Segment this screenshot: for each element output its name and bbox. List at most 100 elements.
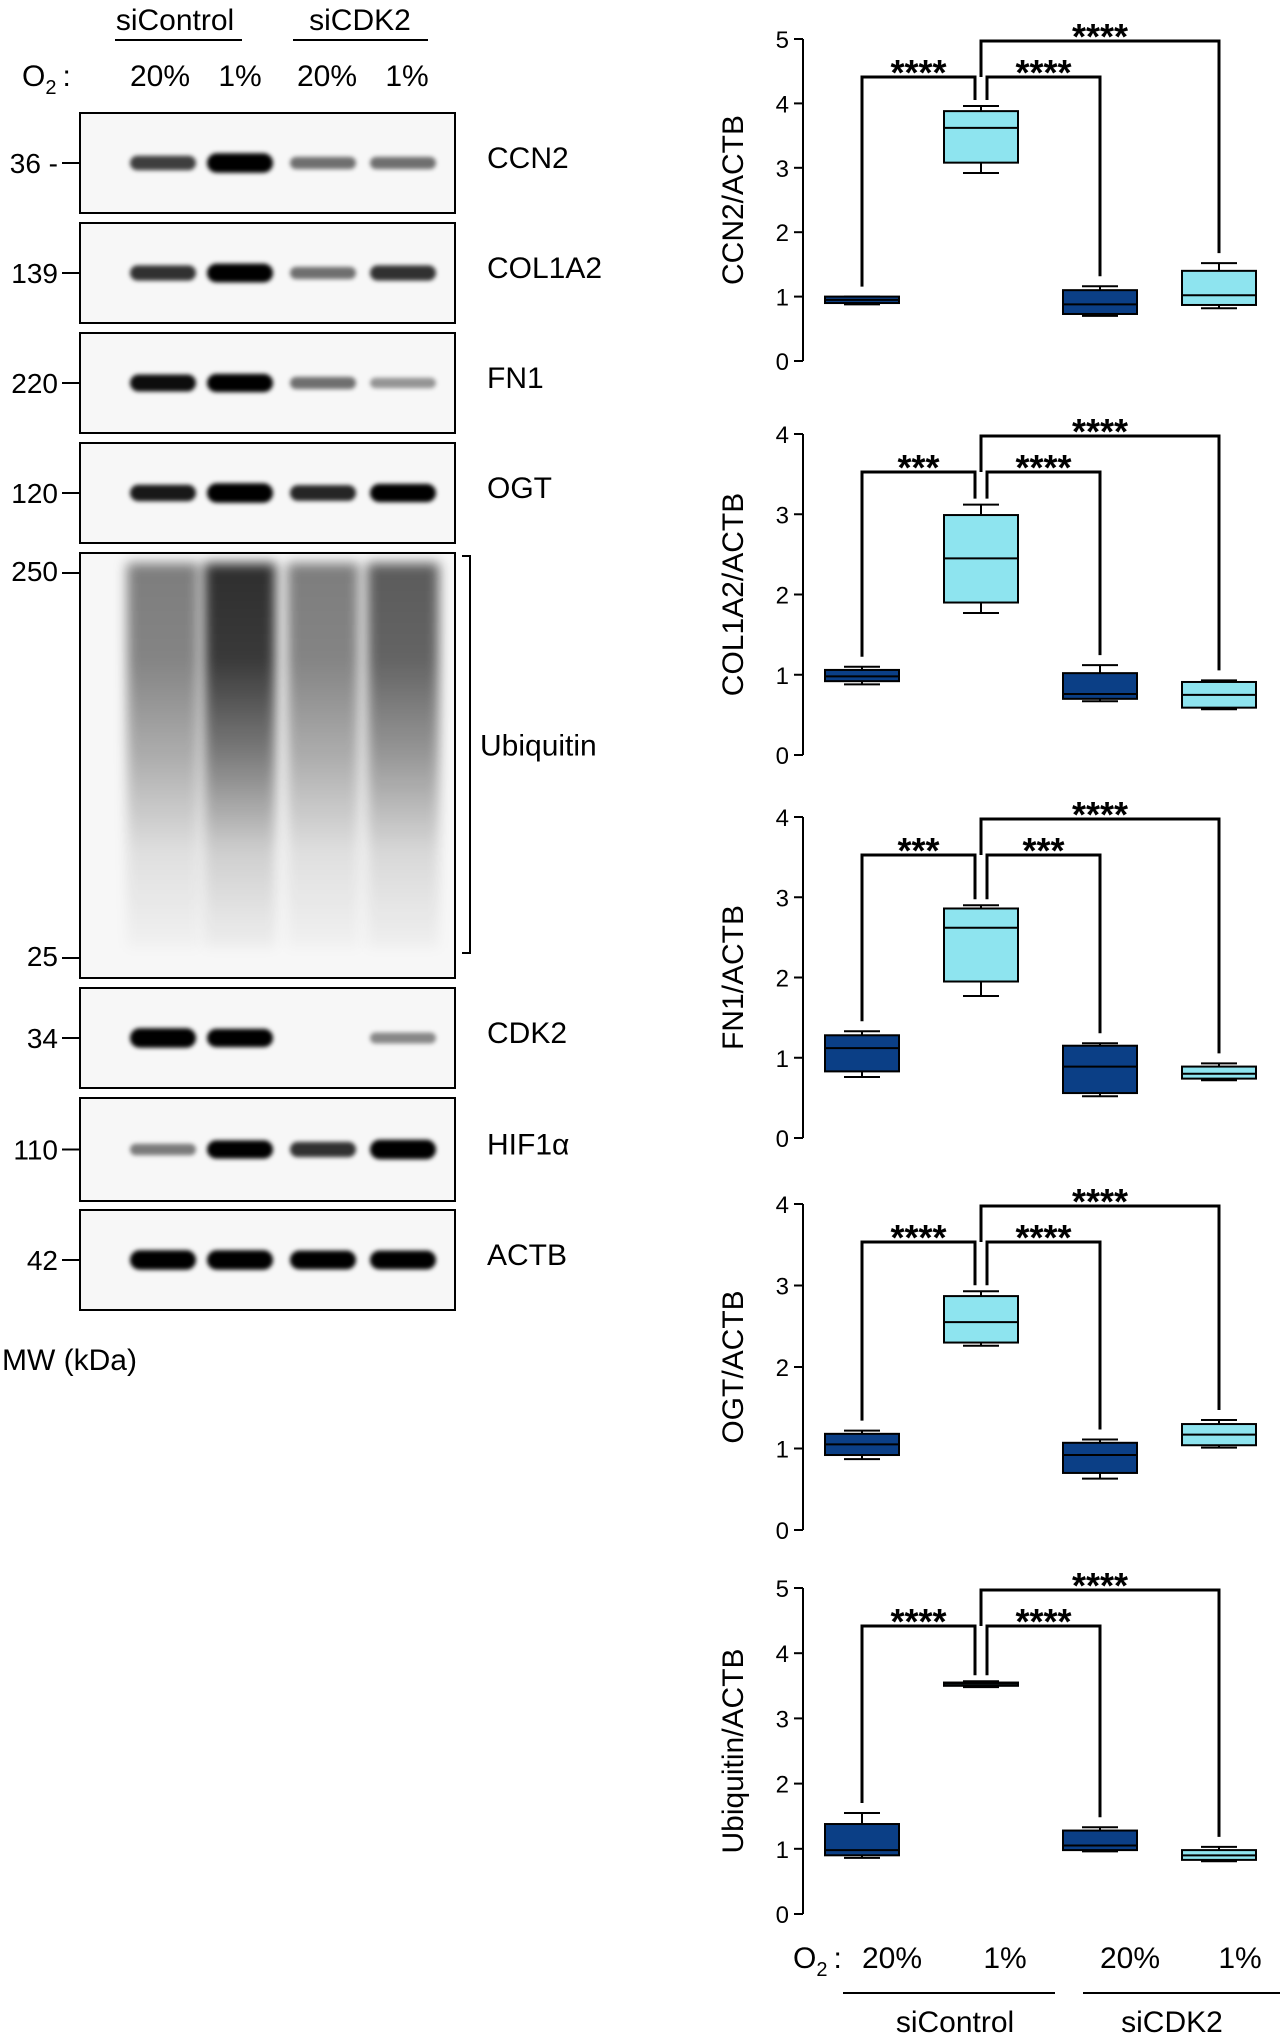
significance-1: **** — [860, 52, 977, 287]
band-lane-1 — [130, 1143, 196, 1156]
y-tick-label: 2 — [776, 583, 789, 610]
mw-marker-top: 250 — [11, 556, 58, 587]
y-axis-label: Ubiquitin/ACTB — [717, 1648, 750, 1853]
bottom-lane-label-3: 20% — [1100, 1942, 1160, 1975]
band-lane-4 — [370, 1139, 436, 1160]
box-2 — [943, 1290, 1019, 1347]
box-2 — [943, 1680, 1019, 1689]
bracket — [985, 75, 1102, 277]
blot-panels: 36 - CCN2 139 COL1A2 220 FN1 120 OGT 250 25 Ubiqui… — [10, 112, 602, 1311]
significance-label: **** — [1072, 16, 1128, 57]
significance-label: **** — [1015, 447, 1071, 488]
box-3 — [1062, 1438, 1138, 1480]
significance-1: **** — [860, 1217, 977, 1421]
blot-panel-col1a2: 139 COL1A2 — [11, 222, 602, 324]
significance-label: *** — [897, 447, 939, 488]
band-lane-3 — [290, 1250, 356, 1270]
box-4 — [1181, 1845, 1257, 1863]
bracket — [979, 39, 1221, 254]
band-lane-4 — [370, 265, 436, 281]
bracket — [860, 1624, 977, 1803]
smear-lane-3 — [287, 563, 359, 948]
y-tick-label: 1 — [776, 1837, 789, 1864]
y-tick-label: 1 — [776, 1437, 789, 1464]
y-tick-label: 3 — [776, 1706, 789, 1733]
mw-marker: 110 — [13, 1135, 58, 1166]
significance-label: **** — [1072, 794, 1128, 835]
lane-label-4: 1% — [385, 60, 428, 93]
mw-label: MW (kDa) — [2, 1344, 137, 1377]
band-lane-1 — [130, 265, 196, 281]
y-tick-label: 1 — [776, 1046, 789, 1073]
y-tick-label: 4 — [776, 805, 789, 832]
y-tick-label: 0 — [776, 1126, 789, 1153]
bottom-lane-label-4: 1% — [1218, 1942, 1261, 1975]
band-lane-4 — [370, 483, 436, 503]
box-iqr — [943, 907, 1019, 983]
significance-3: **** — [979, 411, 1221, 671]
mw-marker: 220 — [11, 368, 58, 399]
box-iqr — [1062, 1044, 1138, 1095]
y-tick-label: 4 — [776, 91, 789, 118]
box-2 — [943, 904, 1019, 997]
band-lane-1 — [130, 484, 196, 502]
band-lane-4 — [370, 377, 436, 389]
bottom-group-label-sicdk2: siCDK2 — [1121, 2006, 1223, 2039]
box-4 — [1181, 1418, 1257, 1449]
band-lane-3 — [290, 266, 356, 280]
band-lane-1 — [130, 1250, 196, 1270]
box-1 — [824, 665, 900, 686]
box-4 — [1181, 1062, 1257, 1082]
significance-label: **** — [890, 52, 946, 93]
y-tick-label: 2 — [776, 1772, 789, 1799]
significance-2: **** — [985, 1601, 1102, 1818]
protein-label-hif1-: HIF1α — [487, 1129, 569, 1162]
ubiquitin-bracket — [462, 555, 471, 954]
mw-marker: 139 — [11, 258, 58, 289]
blot-panel-ccn2: 36 - CCN2 — [10, 112, 569, 214]
y-tick-label: 0 — [776, 349, 789, 376]
box-2 — [943, 104, 1019, 174]
significance-3: **** — [979, 1181, 1221, 1410]
box-1 — [824, 1030, 900, 1079]
y-tick-label: 2 — [776, 1355, 789, 1382]
bottom-lane-label-1: 20% — [862, 1942, 922, 1975]
band-lane-3 — [290, 156, 356, 170]
y-tick-label: 2 — [776, 220, 789, 247]
significance-label: **** — [1072, 411, 1128, 452]
significance-3: **** — [979, 16, 1221, 254]
box-3 — [1062, 285, 1138, 317]
band-lane-3 — [290, 376, 356, 390]
lane-label-1: 20% — [130, 60, 190, 93]
box-3 — [1062, 1826, 1138, 1853]
significance-1: *** — [860, 447, 977, 657]
y-tick-label: 2 — [776, 966, 789, 993]
significance-label: **** — [1015, 52, 1071, 93]
box-iqr — [1062, 1441, 1138, 1474]
band-lane-3 — [290, 1141, 356, 1158]
significance-label: **** — [1015, 1217, 1071, 1258]
box-iqr — [1062, 1829, 1138, 1852]
box-4 — [1181, 262, 1257, 310]
bracket — [979, 1204, 1221, 1410]
significance-label: **** — [1072, 1181, 1128, 1222]
protein-label-col1a2: COL1A2 — [487, 252, 602, 285]
band-lane-2 — [207, 373, 273, 393]
y-tick-label: 0 — [776, 1518, 789, 1545]
y-tick-label: 4 — [776, 1641, 789, 1668]
bracket — [860, 470, 977, 657]
box-2 — [943, 503, 1019, 614]
mw-marker: 120 — [11, 478, 58, 509]
band-lane-2 — [207, 1140, 273, 1159]
band-lane-1 — [130, 374, 196, 392]
protein-label-ccn2: CCN2 — [487, 142, 569, 175]
blot-panel-actb: 42 ACTB — [27, 1209, 567, 1311]
box-1 — [824, 295, 900, 306]
y-tick-label: 4 — [776, 1192, 789, 1219]
y-tick-label: 3 — [776, 1274, 789, 1301]
y-tick-label: 4 — [776, 422, 789, 449]
